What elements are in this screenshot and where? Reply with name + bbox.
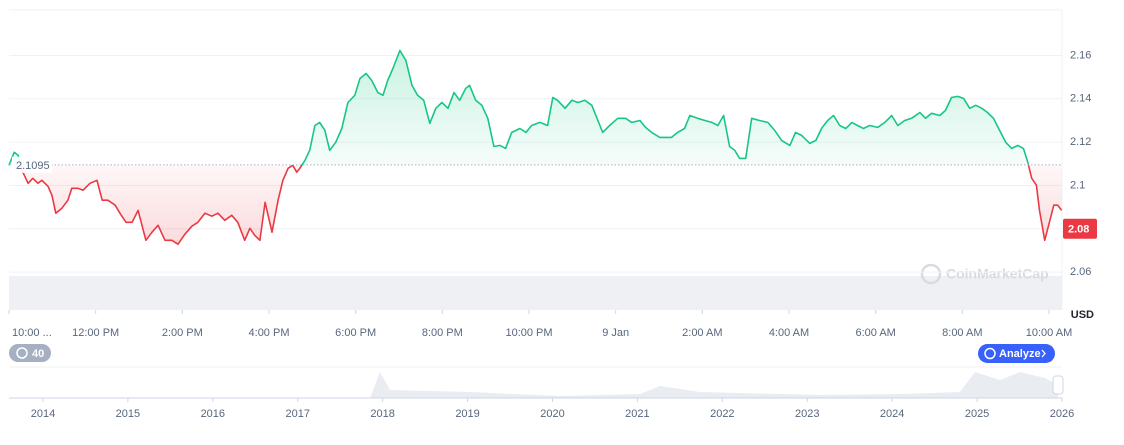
price-line (8, 49, 1063, 245)
x-tick-label: 2:00 AM (682, 327, 722, 339)
x-tick-label: 6:00 AM (855, 327, 895, 339)
navigator-year: 2018 (370, 408, 394, 420)
analyze-text[interactable]: Analyze (999, 348, 1041, 360)
y-unit: USD (1071, 309, 1094, 321)
navigator-year: 2022 (710, 408, 734, 420)
navigator-year: 2014 (31, 408, 55, 420)
analyze-button[interactable]: Analyze (978, 344, 1055, 363)
current-price-box (1063, 218, 1097, 239)
navigator-year: 2016 (201, 408, 225, 420)
baseline-label: 2.1095 (16, 160, 50, 172)
badge-bg[interactable] (9, 344, 51, 362)
x-tick-label: 9 Jan (602, 327, 629, 339)
navigator-handle[interactable] (1052, 375, 1064, 395)
navigator-year: 2024 (880, 408, 904, 420)
badge-icon[interactable] (16, 347, 28, 359)
x-tick-label: 6:00 PM (335, 327, 376, 339)
analyze-chevron[interactable] (1041, 349, 1046, 358)
current-price-label: 2.08 (1068, 224, 1089, 236)
navigator-year: 2020 (540, 408, 564, 420)
x-tick-label: 12:00 PM (72, 327, 119, 339)
x-tick-label: 4:00 PM (249, 327, 290, 339)
y-tick-label: 2.06 (1070, 266, 1091, 278)
analyze-bg[interactable] (978, 344, 1055, 363)
y-tick-label: 2.12 (1070, 136, 1091, 148)
navigator-year: 2026 (1050, 408, 1074, 420)
y-tick-label: 2.1 (1070, 179, 1085, 191)
navigator-year: 2015 (116, 408, 140, 420)
navigator-area (9, 372, 1058, 398)
x-tick-label: 10:00 PM (505, 327, 552, 339)
x-tick-label: 8:00 PM (422, 327, 463, 339)
x-tick-label: 10:00 ... (12, 327, 52, 339)
y-tick-label: 2.14 (1070, 93, 1091, 105)
x-tick-label: 2:00 PM (162, 327, 203, 339)
volume-band (9, 276, 1062, 310)
x-tick-label: 8:00 AM (942, 327, 982, 339)
y-tick-label: 2.16 (1070, 49, 1091, 61)
navigator-year: 2019 (455, 408, 479, 420)
price-area (9, 50, 1062, 245)
watermark-text: CoinMarketCap (946, 266, 1049, 282)
watermark: CoinMarketCap (920, 263, 1049, 285)
x-tick-label: 10:00 AM (1026, 327, 1072, 339)
badge-text[interactable]: 40 (32, 348, 44, 360)
analyze-icon[interactable] (984, 347, 996, 360)
navigator-year: 2021 (625, 408, 649, 420)
x-tick-label: 4:00 AM (769, 327, 809, 339)
baseline-label-bg (12, 156, 52, 173)
navigator-year: 2017 (285, 408, 309, 420)
navigator-year: 2023 (795, 408, 819, 420)
navigator-year: 2025 (965, 408, 989, 420)
history-badge[interactable]: 40 (9, 344, 51, 362)
